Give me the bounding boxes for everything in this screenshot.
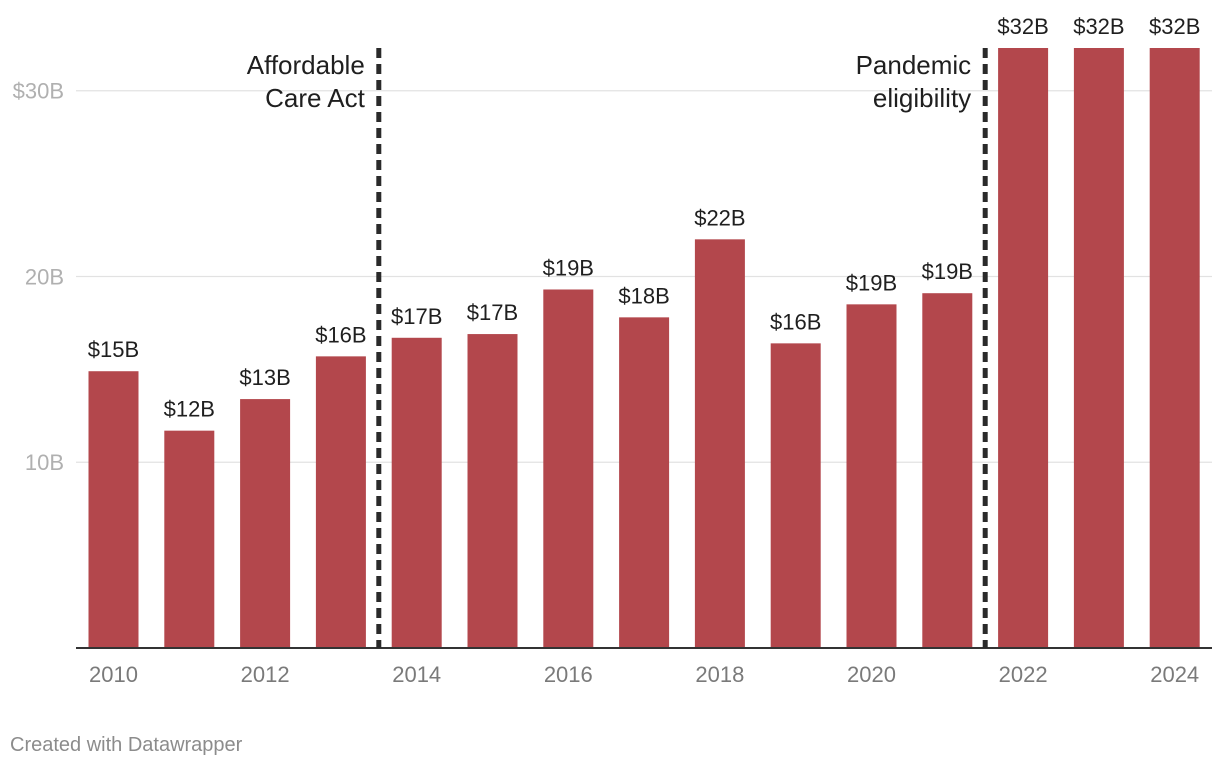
- y-tick-label: 10B: [25, 450, 64, 475]
- bar: [240, 399, 291, 648]
- bar: [315, 356, 366, 648]
- data-label: $18B: [618, 283, 669, 308]
- data-label: $12B: [164, 397, 215, 422]
- data-label: $16B: [315, 322, 366, 347]
- x-tick-label: 2024: [1150, 662, 1199, 687]
- bar: [846, 304, 897, 648]
- bar-chart: 10B 20B $30B $15B $12B $13B $16B $17B $17B $19B $1…: [13, 14, 1212, 687]
- bar: [1149, 48, 1200, 648]
- x-tick-label: 2020: [847, 662, 896, 687]
- x-tick-label: 2018: [695, 662, 744, 687]
- x-tick-label: 2014: [392, 662, 441, 687]
- y-tick-label: 20B: [25, 264, 64, 289]
- bar: [998, 48, 1049, 648]
- credit-text: Created with Datawrapper: [10, 734, 243, 756]
- bar: [922, 293, 973, 648]
- x-tick-label: 2010: [89, 662, 138, 687]
- bar: [391, 337, 442, 648]
- bar: [1073, 48, 1124, 648]
- x-tick-label: 2012: [241, 662, 290, 687]
- bar: [164, 430, 215, 648]
- data-label: $17B: [391, 304, 442, 329]
- bar: [467, 334, 518, 648]
- data-label: $15B: [88, 337, 139, 362]
- bar: [694, 239, 745, 648]
- x-tick-label: 2022: [999, 662, 1048, 687]
- bar: [543, 289, 594, 648]
- annotation-label: Care Act: [265, 83, 365, 113]
- data-label: $19B: [543, 255, 594, 280]
- annotation-label: Affordable: [247, 50, 365, 80]
- data-label: $32B: [1073, 14, 1124, 39]
- y-tick-label: $30B: [13, 79, 64, 104]
- bar: [88, 371, 139, 648]
- data-label: $19B: [846, 270, 897, 295]
- data-label: $32B: [1149, 14, 1200, 39]
- bar: [619, 317, 670, 648]
- annotation-label: eligibility: [873, 83, 971, 113]
- data-label: $19B: [922, 259, 973, 284]
- data-label: $22B: [694, 205, 745, 230]
- data-label: $17B: [467, 300, 518, 325]
- bar: [770, 343, 821, 648]
- data-label: $16B: [770, 309, 821, 334]
- data-label: $13B: [239, 365, 290, 390]
- x-tick-label: 2016: [544, 662, 593, 687]
- data-label: $32B: [997, 14, 1048, 39]
- annotation-label: Pandemic: [856, 50, 972, 80]
